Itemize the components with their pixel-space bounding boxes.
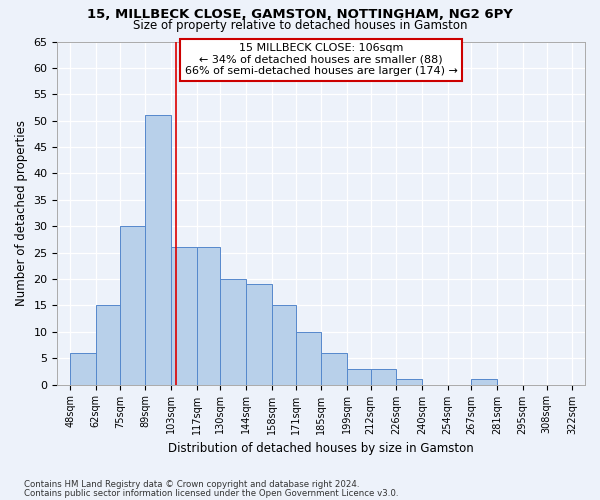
Bar bbox=[347, 368, 371, 384]
Text: 15, MILLBECK CLOSE, GAMSTON, NOTTINGHAM, NG2 6PY: 15, MILLBECK CLOSE, GAMSTON, NOTTINGHAM,… bbox=[87, 8, 513, 20]
Text: Contains HM Land Registry data © Crown copyright and database right 2024.: Contains HM Land Registry data © Crown c… bbox=[24, 480, 359, 489]
Bar bbox=[296, 332, 321, 384]
Bar bbox=[197, 248, 220, 384]
Bar bbox=[397, 380, 422, 384]
Bar bbox=[472, 380, 497, 384]
Text: Contains public sector information licensed under the Open Government Licence v3: Contains public sector information licen… bbox=[24, 489, 398, 498]
Bar bbox=[96, 306, 119, 384]
Bar bbox=[70, 353, 96, 384]
Text: 15 MILLBECK CLOSE: 106sqm
← 34% of detached houses are smaller (88)
66% of semi-: 15 MILLBECK CLOSE: 106sqm ← 34% of detac… bbox=[185, 43, 458, 76]
Text: Size of property relative to detached houses in Gamston: Size of property relative to detached ho… bbox=[133, 18, 467, 32]
Y-axis label: Number of detached properties: Number of detached properties bbox=[15, 120, 28, 306]
Bar bbox=[145, 116, 171, 384]
Bar bbox=[171, 248, 197, 384]
Bar bbox=[371, 368, 397, 384]
X-axis label: Distribution of detached houses by size in Gamston: Distribution of detached houses by size … bbox=[169, 442, 474, 455]
Bar bbox=[119, 226, 145, 384]
Bar bbox=[220, 279, 246, 384]
Bar bbox=[246, 284, 272, 384]
Bar bbox=[321, 353, 347, 384]
Bar bbox=[272, 306, 296, 384]
